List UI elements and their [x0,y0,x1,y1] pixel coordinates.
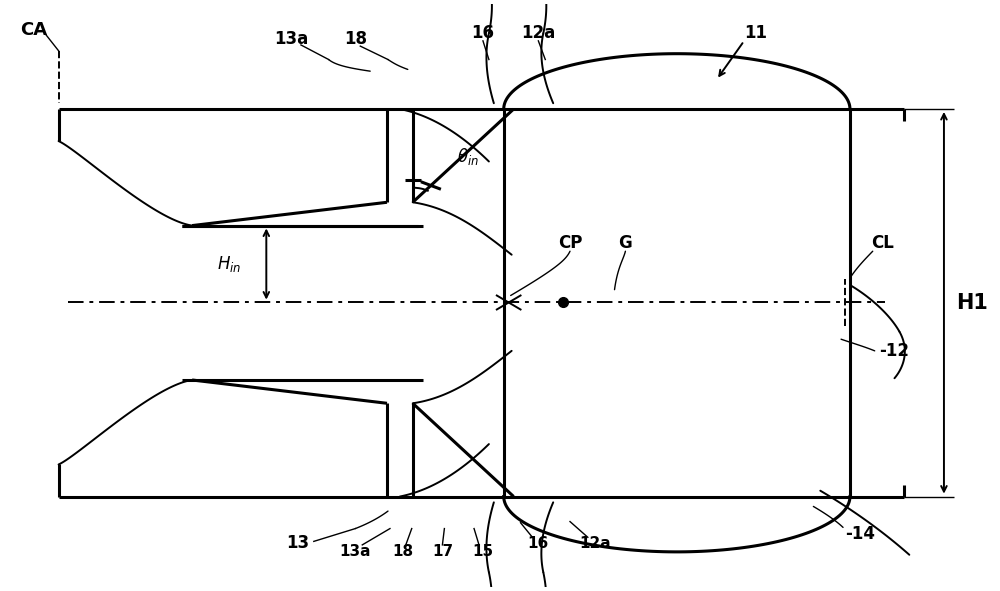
Text: 16: 16 [471,24,494,43]
Text: G: G [619,234,632,252]
Text: 12a: 12a [579,535,611,551]
Text: 18: 18 [344,30,367,48]
Text: 18: 18 [392,544,413,559]
Text: CL: CL [871,234,894,252]
Text: 11: 11 [744,24,767,43]
Text: -12: -12 [879,342,909,360]
Text: CA: CA [20,21,47,40]
Text: 12a: 12a [521,24,555,43]
Text: $H_{in}$: $H_{in}$ [217,254,242,274]
Text: $\theta_{in}$: $\theta_{in}$ [457,147,479,167]
Text: 13: 13 [286,534,310,552]
Text: -14: -14 [845,525,875,543]
Text: 16: 16 [528,535,549,551]
Text: CP: CP [558,234,582,252]
Text: 15: 15 [472,544,494,559]
Text: 13a: 13a [274,30,308,48]
Text: 17: 17 [432,544,453,559]
Text: 13a: 13a [340,544,371,559]
Text: H1: H1 [956,293,988,313]
